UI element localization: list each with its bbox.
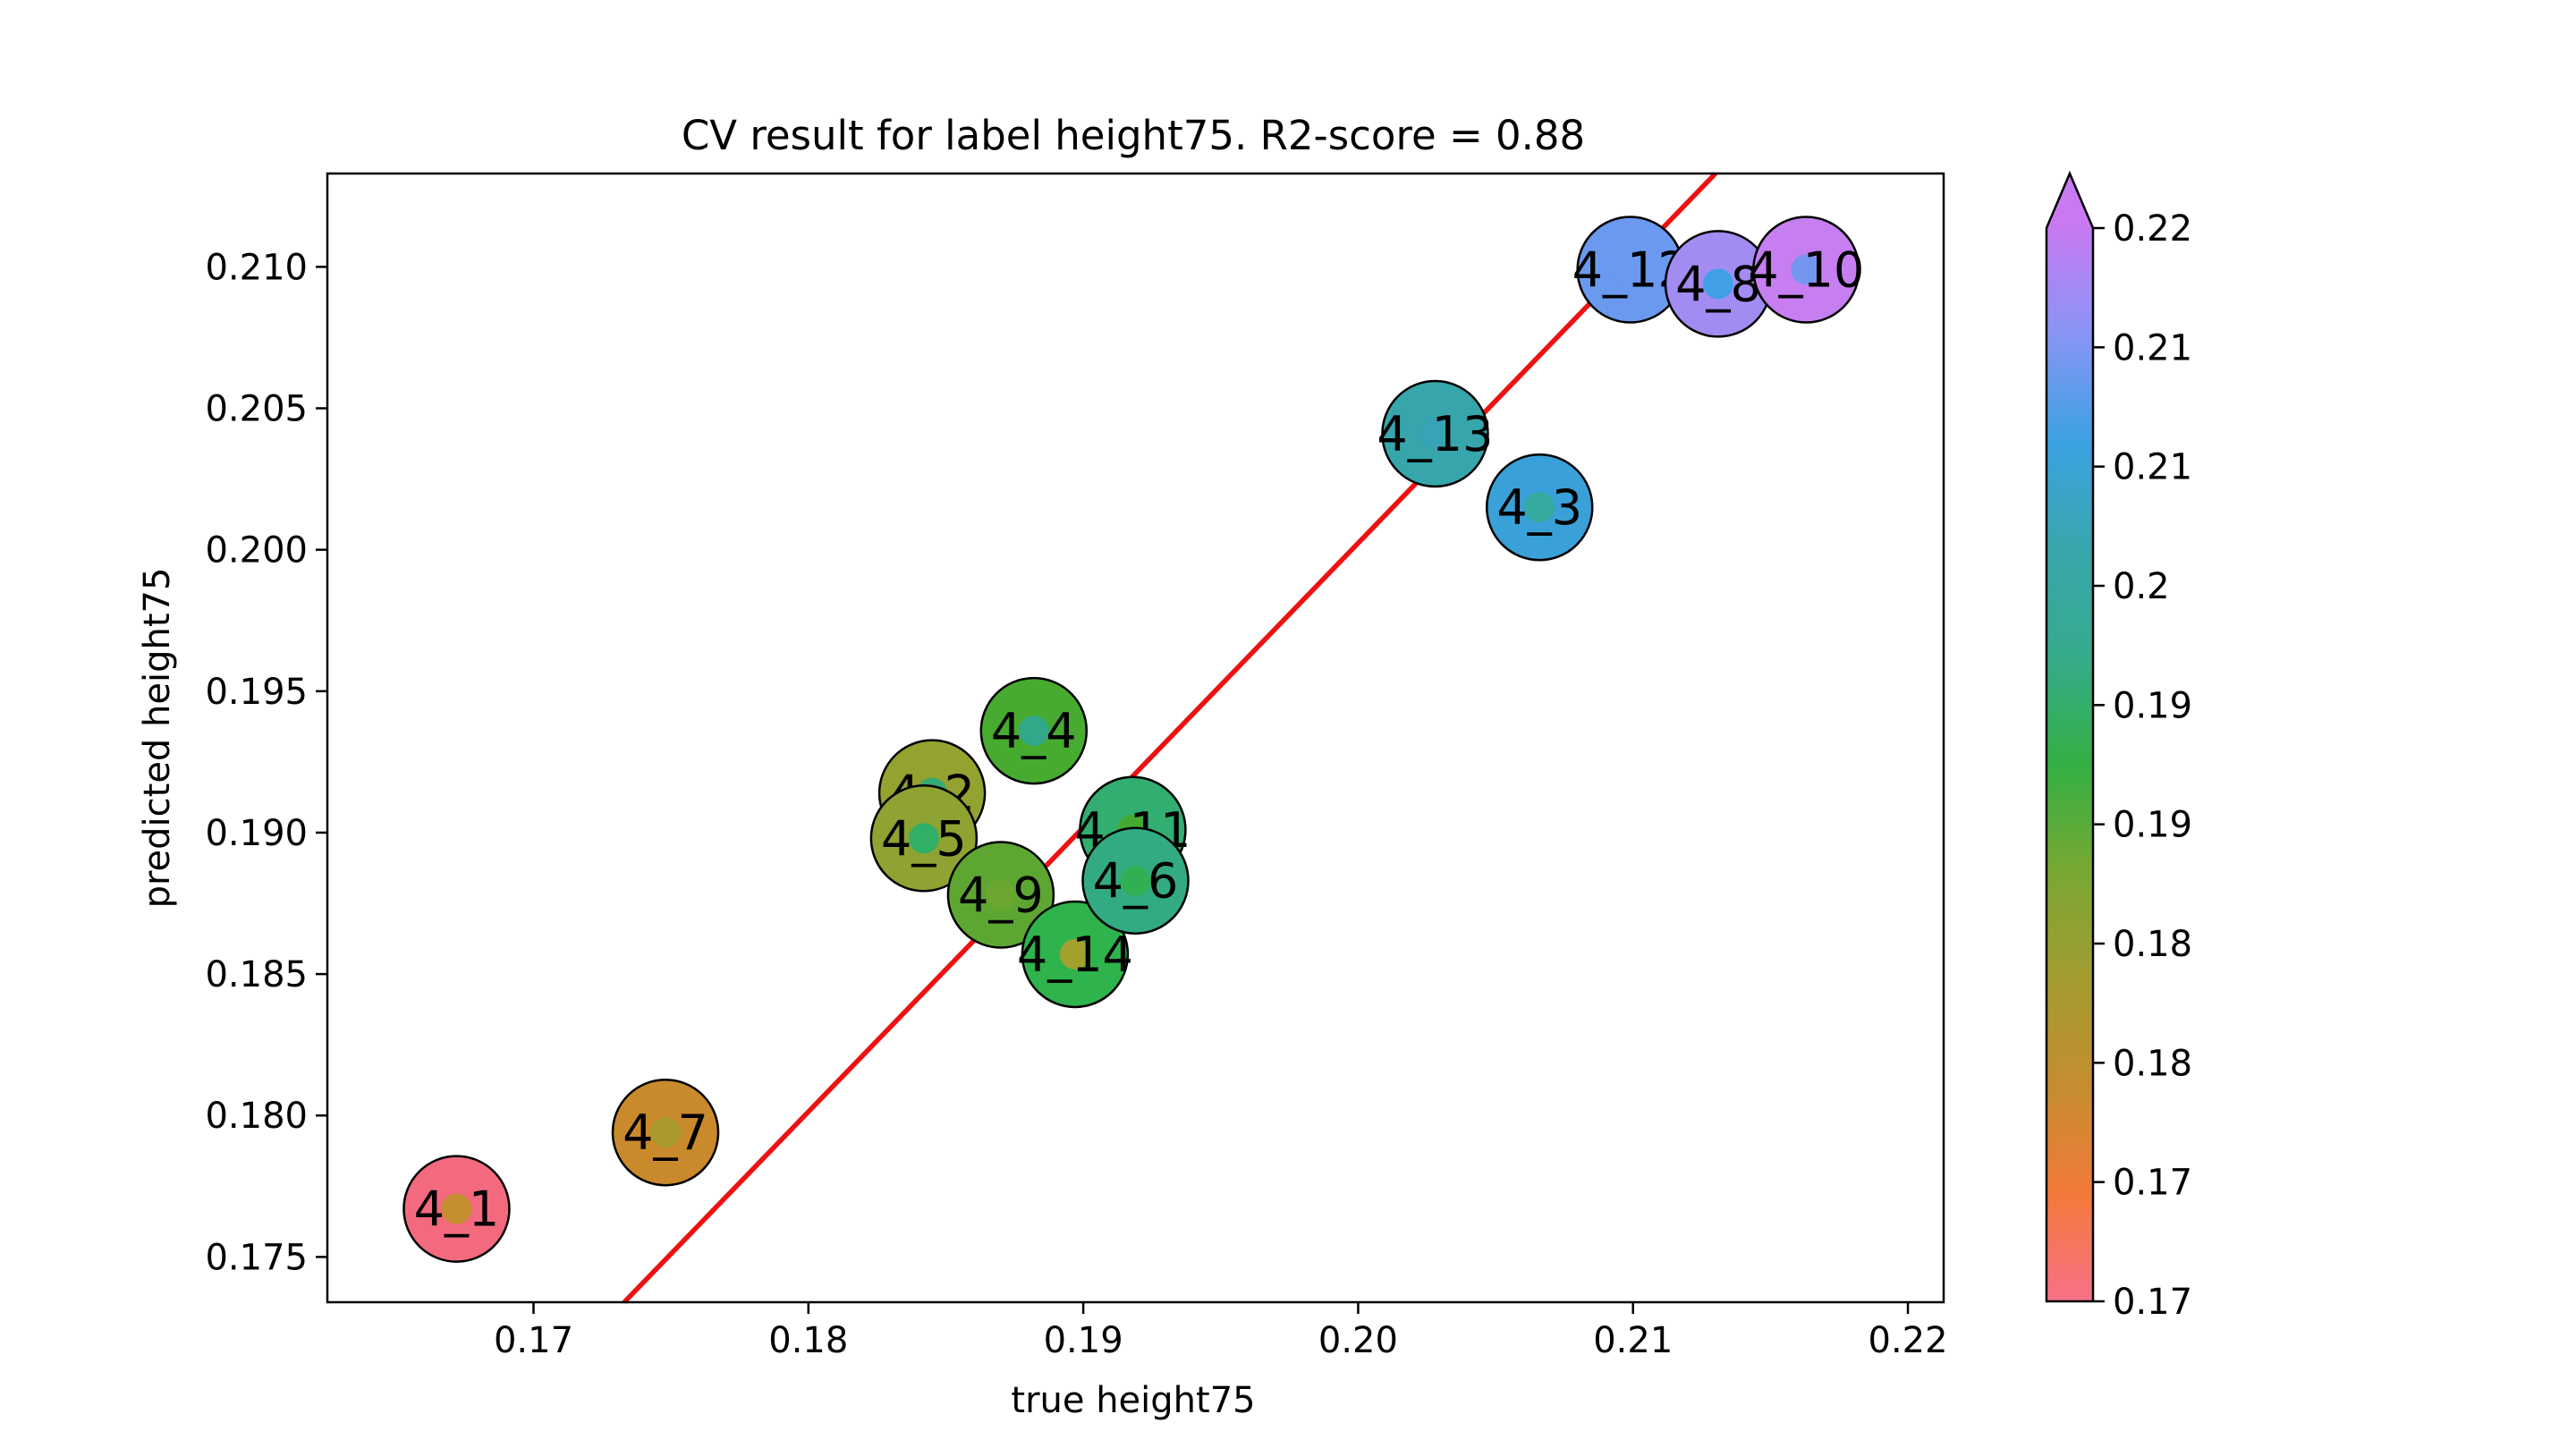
- colorbar: 0.22 0.21 0.21 0.2 0.19 0.19 0.18 0.18 0.17 0.17: [2045, 170, 2192, 1323]
- colorbar-tick-label: 0.19: [2113, 685, 2192, 726]
- point-label: 4_8: [1675, 256, 1761, 312]
- point-inner-marker: [1419, 418, 1451, 449]
- x-tick-label: 0.19: [1044, 1320, 1123, 1361]
- point-label: 4_1: [414, 1181, 500, 1238]
- colorbar-tick-label: 0.17: [2113, 1163, 2192, 1204]
- colorbar-tick-label: 0.19: [2113, 805, 2192, 846]
- point-label: 4_3: [1496, 479, 1582, 536]
- point-inner-marker: [441, 1193, 472, 1224]
- colorbar-tick-label: 0.22: [2113, 208, 2192, 250]
- x-tick-label: 0.21: [1593, 1320, 1673, 1361]
- colorbar-body: [2046, 228, 2093, 1301]
- point-inner-marker: [1524, 492, 1555, 523]
- data-point-4_8: 4_8: [1664, 230, 1773, 338]
- data-point-4_1: 4_1: [402, 1155, 511, 1263]
- colorbar-ticks: 0.22 0.21 0.21 0.2 0.19 0.19 0.18 0.18 0.17 0.17: [2093, 208, 2192, 1323]
- colorbar-tick-label: 0.18: [2113, 924, 2192, 965]
- point-inner-marker: [1614, 254, 1646, 285]
- point-label: 4_6: [1093, 853, 1179, 910]
- plot-frame: [326, 172, 1945, 1304]
- x-axis-label: true height75: [1011, 1380, 1255, 1421]
- colorbar-tick-label: 0.18: [2113, 1043, 2192, 1084]
- point-inner-marker: [1120, 865, 1151, 896]
- colorbar-tick-label: 0.17: [2113, 1282, 2192, 1323]
- chart-title: CV result for label height75. R2-score =…: [682, 112, 1585, 159]
- data-point-4_6: 4_6: [1081, 826, 1190, 935]
- data-point-4_14: 4_14: [1017, 900, 1133, 1009]
- y-tick-label: 0.195: [205, 672, 308, 713]
- y-tick-label: 0.185: [205, 954, 308, 995]
- x-axis: 0.17 0.18 0.19 0.20 0.21 0.22: [494, 1302, 1948, 1361]
- point-label: 4_5: [881, 810, 967, 867]
- y-tick-label: 0.205: [205, 389, 308, 430]
- data-point-4_4: 4_4: [979, 676, 1089, 785]
- plot-background: [327, 174, 1944, 1302]
- x-tick-label: 0.22: [1868, 1320, 1948, 1361]
- point-inner-marker: [908, 823, 939, 854]
- point-label: 4_4: [991, 703, 1077, 759]
- colorbar-tick-label: 0.21: [2113, 327, 2192, 368]
- point-inner-marker: [1059, 938, 1090, 970]
- point-inner-marker: [985, 879, 1016, 910]
- point-label: 4_10: [1748, 242, 1864, 299]
- x-tick-label: 0.18: [768, 1320, 848, 1361]
- y-tick-label: 0.190: [205, 813, 308, 854]
- point-inner-marker: [1703, 268, 1734, 300]
- x-tick-label: 0.20: [1318, 1320, 1398, 1361]
- data-point-4_13: 4_13: [1377, 379, 1494, 488]
- data-point-4_10: 4_10: [1748, 216, 1864, 324]
- colorbar-tick-label: 0.21: [2113, 447, 2192, 488]
- data-point-4_5: 4_5: [869, 784, 979, 893]
- y-tick-label: 0.210: [205, 247, 308, 288]
- point-label: 4_13: [1377, 406, 1493, 462]
- y-tick-label: 0.180: [205, 1096, 308, 1137]
- scatter-points: 4_14_74_24_54_94_44_144_114_64_134_34_12…: [402, 216, 1864, 1263]
- y-tick-label: 0.200: [205, 530, 308, 572]
- colorbar-outline: [2045, 170, 2095, 1303]
- point-label: 4_9: [958, 868, 1044, 924]
- colorbar-tick-label: 0.2: [2113, 566, 2170, 607]
- point-inner-marker: [649, 1117, 681, 1148]
- fit-line: [622, 172, 1717, 1304]
- point-label: 4_14: [1017, 927, 1133, 983]
- data-point-4_3: 4_3: [1486, 453, 1594, 562]
- y-axis-label: predicted height75: [137, 568, 178, 909]
- point-label: 4_7: [623, 1105, 708, 1161]
- point-inner-marker: [1018, 716, 1049, 747]
- point-inner-marker: [1791, 254, 1822, 285]
- colorbar-extend-arrow: [2046, 174, 2093, 228]
- data-point-4_9: 4_9: [946, 841, 1055, 949]
- data-point-4_7: 4_7: [611, 1078, 720, 1187]
- y-tick-label: 0.175: [205, 1237, 308, 1278]
- y-axis: 0.175 0.180 0.185 0.190 0.195 0.200 0.205 0.210: [205, 247, 327, 1278]
- x-tick-label: 0.17: [494, 1320, 573, 1361]
